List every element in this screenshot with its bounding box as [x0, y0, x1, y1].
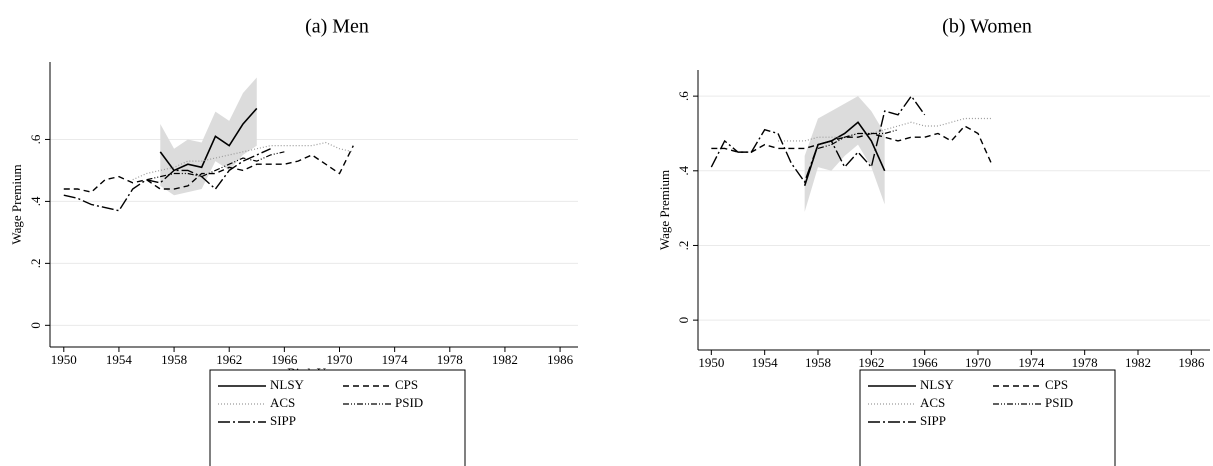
x-tick-label: 1958: [805, 355, 831, 370]
x-tick-label: 1986: [547, 352, 574, 367]
x-tick-label: 1982: [1125, 355, 1151, 370]
x-tick-label: 1966: [271, 352, 298, 367]
series-line: [778, 117, 992, 142]
y-tick-label: .2: [676, 241, 691, 251]
legend-box: [209, 369, 466, 466]
x-tick-label: 1978: [1072, 355, 1098, 370]
chart-title: (a) Men: [305, 16, 369, 38]
y-tick-label: .4: [676, 165, 691, 175]
x-tick-label: 1970: [965, 355, 991, 370]
x-tick-label: 1950: [51, 352, 77, 367]
x-tick-label: 1978: [437, 352, 463, 367]
y-tick-label: .6: [28, 134, 43, 144]
x-tick-label: 1974: [382, 352, 409, 367]
legend-label: ACS: [270, 395, 295, 410]
y-tick-label: .4: [28, 196, 43, 206]
y-tick-label: .2: [28, 258, 43, 268]
confidence-band: [160, 77, 257, 196]
series-line: [63, 148, 271, 212]
legend-label: PSID: [395, 395, 423, 410]
y-tick-label: 0: [676, 317, 691, 324]
series-line: [146, 151, 285, 181]
series-line: [159, 107, 258, 172]
legend-label: CPS: [395, 377, 418, 392]
legend-box: [859, 369, 1116, 466]
y-axis-label: Wage Premium: [657, 170, 672, 250]
x-tick-label: 1954: [106, 352, 133, 367]
series-line: [710, 94, 926, 184]
y-axis-label: Wage Premium: [9, 164, 24, 244]
x-tick-label: 1982: [492, 352, 518, 367]
legend-label: PSID: [1045, 395, 1073, 410]
x-tick-label: 1958: [161, 352, 187, 367]
y-tick-label: .6: [676, 91, 691, 101]
confidence-band: [804, 96, 885, 212]
x-tick-label: 1954: [752, 355, 779, 370]
legend-label: SIPP: [920, 413, 946, 428]
series-line: [132, 141, 354, 181]
series-line: [817, 129, 899, 149]
x-tick-label: 1962: [216, 352, 242, 367]
x-tick-label: 1962: [858, 355, 884, 370]
legend-label: ACS: [920, 395, 945, 410]
x-tick-label: 1986: [1178, 355, 1205, 370]
y-tick-label: 0: [28, 322, 43, 329]
chart-title: (b) Women: [942, 16, 1032, 38]
x-tick-label: 1950: [698, 355, 724, 370]
x-tick-label: 1966: [912, 355, 939, 370]
x-tick-label: 1970: [327, 352, 353, 367]
series-line: [711, 125, 992, 164]
legend-label: NLSY: [270, 377, 305, 392]
legend-label: SIPP: [270, 413, 296, 428]
legend-label: CPS: [1045, 377, 1068, 392]
series-line: [63, 145, 354, 193]
x-tick-label: 1974: [1018, 355, 1045, 370]
legend-label: NLSY: [920, 377, 955, 392]
